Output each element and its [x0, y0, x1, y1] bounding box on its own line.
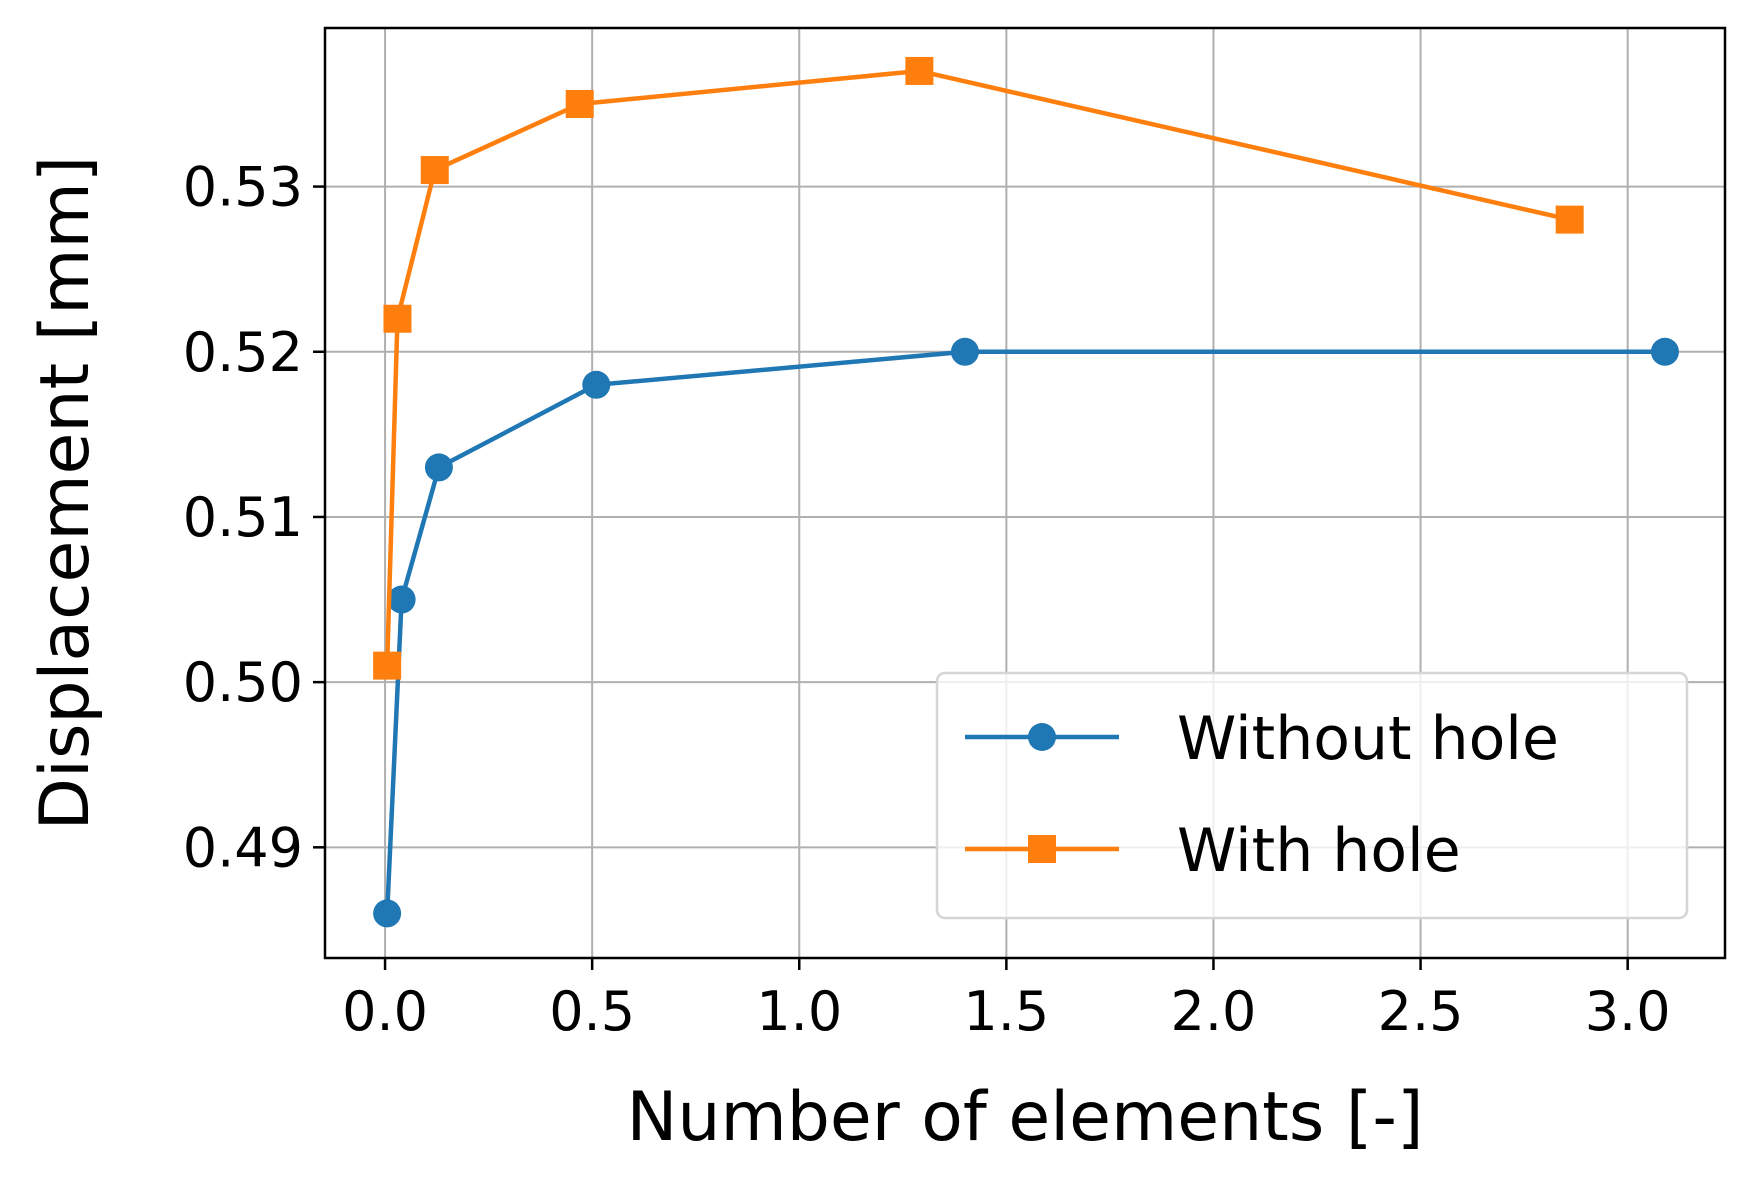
data-point-without-hole — [950, 337, 979, 366]
legend-box — [935, 671, 1689, 920]
x-tick-label: 0.5 — [549, 980, 635, 1043]
legend-marker-without-hole — [1028, 723, 1056, 751]
series-layer — [373, 56, 1679, 928]
tick-labels: 0.0 0.5 1.0 1.5 2.0 2.5 3.0 0.49 0.50 0.51 0.52 0.5… — [183, 156, 1671, 1043]
x-tick-label: 3.0 — [1585, 980, 1671, 1043]
y-tick-label: 0.52 — [183, 321, 303, 384]
series-with-hole — [373, 56, 1584, 680]
y-axis-title: Displacement [mm] — [26, 156, 105, 831]
x-tick-label: 1.0 — [756, 980, 842, 1043]
x-tick-label: 1.5 — [963, 980, 1049, 1043]
y-tick-label: 0.50 — [183, 651, 303, 714]
x-tick-label: 2.5 — [1378, 980, 1464, 1043]
y-tick-label: 0.51 — [183, 486, 303, 549]
data-point-without-hole — [424, 453, 453, 482]
y-tick-label: 0.53 — [183, 156, 303, 219]
x-tick-label: 2.0 — [1171, 980, 1257, 1043]
data-point-without-hole — [1650, 337, 1679, 366]
data-point-with-hole — [373, 651, 402, 680]
legend-marker-with-hole — [1028, 835, 1056, 863]
legend-label-with-hole: With hole — [1177, 816, 1461, 886]
data-point-without-hole — [387, 585, 416, 614]
legend-label-without-hole: Without hole — [1177, 704, 1559, 774]
y-tick-label: 0.49 — [183, 816, 303, 879]
plot-frame — [323, 26, 1727, 960]
data-point-with-hole — [1555, 205, 1584, 234]
data-point-with-hole — [905, 56, 934, 85]
data-point-without-hole — [373, 899, 402, 928]
data-point-with-hole — [383, 304, 412, 333]
tick-marks — [313, 185, 1629, 970]
x-axis-title: Number of elements [-] — [627, 1078, 1424, 1157]
data-point-with-hole — [420, 156, 449, 185]
series-line-with-hole — [384, 68, 1571, 666]
x-tick-label: 0.0 — [342, 980, 428, 1043]
data-point-without-hole — [582, 370, 611, 399]
legend: Without hole With hole — [935, 671, 1689, 920]
data-point-with-hole — [565, 89, 594, 118]
